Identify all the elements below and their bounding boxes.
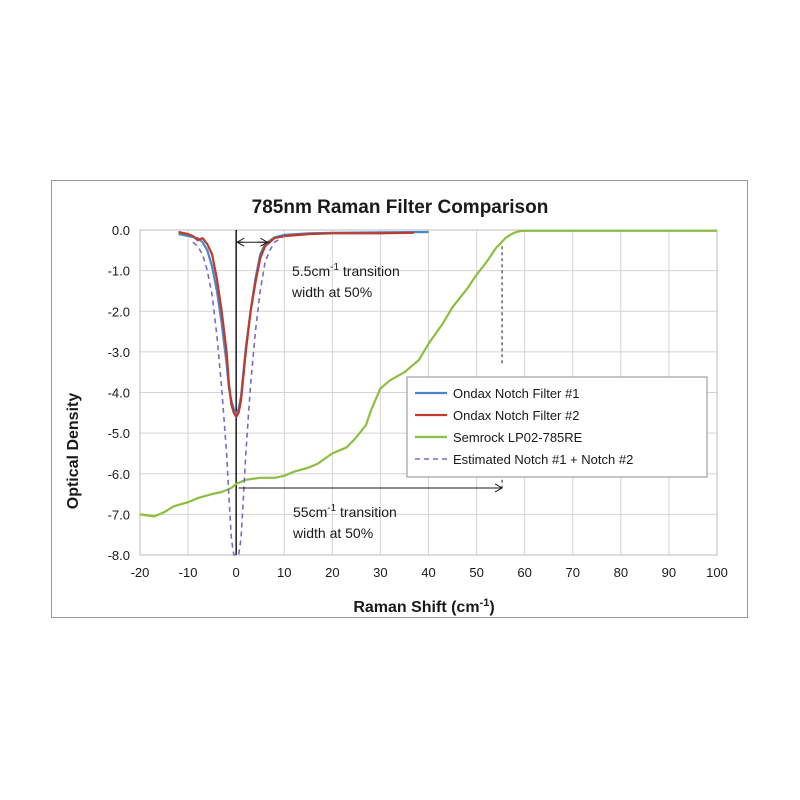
x-tick-label: -20 <box>131 565 150 580</box>
line-chart: 785nm Raman Filter Comparison -20 -10 0 10 2… <box>65 197 728 616</box>
x-tick-label: 70 <box>566 565 580 580</box>
arrow-left-head <box>236 237 245 247</box>
legend-label-4: Estimated Notch #1 + Notch #2 <box>453 452 633 467</box>
chart-frame: 785nm Raman Filter Comparison -20 -10 0 10 2… <box>51 180 748 618</box>
series-line-3 <box>139 229 717 518</box>
y-tick-label: -6.0 <box>108 467 130 482</box>
x-axis-label-sup: -1 <box>480 597 490 609</box>
plot-area <box>139 229 718 556</box>
annotations: 5.5cm-1 transition width at 50% 55cm-1 tra… <box>236 237 504 541</box>
y-tick-label: 0.0 <box>112 223 130 238</box>
legend-label-2: Ondax Notch Filter #2 <box>453 408 579 423</box>
y-tick-label: -8.0 <box>108 548 130 563</box>
annotation-5p5-line1: 5.5cm-1 transition <box>292 262 400 279</box>
y-tick-label: -5.0 <box>108 426 130 441</box>
series-line-4 <box>192 235 285 556</box>
chart-title: 785nm Raman Filter Comparison <box>252 197 549 218</box>
y-tick-label: -3.0 <box>108 345 130 360</box>
legend-label-3: Semrock LP02-785RE <box>453 430 583 445</box>
axes: -20 -10 0 10 20 30 40 50 60 70 80 90 100 0.0 -1.0 -2.0 -… <box>108 223 728 580</box>
x-tick-label: -10 <box>179 565 198 580</box>
y-tick-label: -2.0 <box>108 304 130 319</box>
x-axis-label-end: ) <box>489 599 494 616</box>
annotation-55-line1: 55cm-1 transition <box>293 503 397 520</box>
x-tick-label: 20 <box>325 565 339 580</box>
x-tick-label: 0 <box>233 565 240 580</box>
y-axis-label: Optical Density <box>65 393 82 510</box>
x-tick-label: 80 <box>614 565 628 580</box>
legend-label-1: Ondax Notch Filter #1 <box>453 386 579 401</box>
x-tick-label: 90 <box>662 565 676 580</box>
x-tick-label: 50 <box>469 565 483 580</box>
x-tick-label: 10 <box>277 565 291 580</box>
x-tick-label: 30 <box>373 565 387 580</box>
x-axis-label: Raman Shift (cm-1) <box>353 597 494 616</box>
x-tick-label: 40 <box>421 565 435 580</box>
x-tick-label: 100 <box>706 565 728 580</box>
series-line-1 <box>178 230 429 416</box>
x-tick-label: 60 <box>517 565 531 580</box>
y-tick-label: -1.0 <box>108 264 130 279</box>
annotation-5p5-line2: width at 50% <box>291 284 372 300</box>
legend: Ondax Notch Filter #1 Ondax Notch Filter … <box>406 376 708 478</box>
y-tick-label: -7.0 <box>108 507 130 522</box>
series-layer <box>139 229 717 556</box>
series-line-2 <box>178 230 415 418</box>
y-tick-label: -4.0 <box>108 386 130 401</box>
annotation-55-line2: width at 50% <box>292 525 373 541</box>
legend-box <box>406 376 708 478</box>
x-axis-label-main: Raman Shift (cm <box>353 599 479 616</box>
